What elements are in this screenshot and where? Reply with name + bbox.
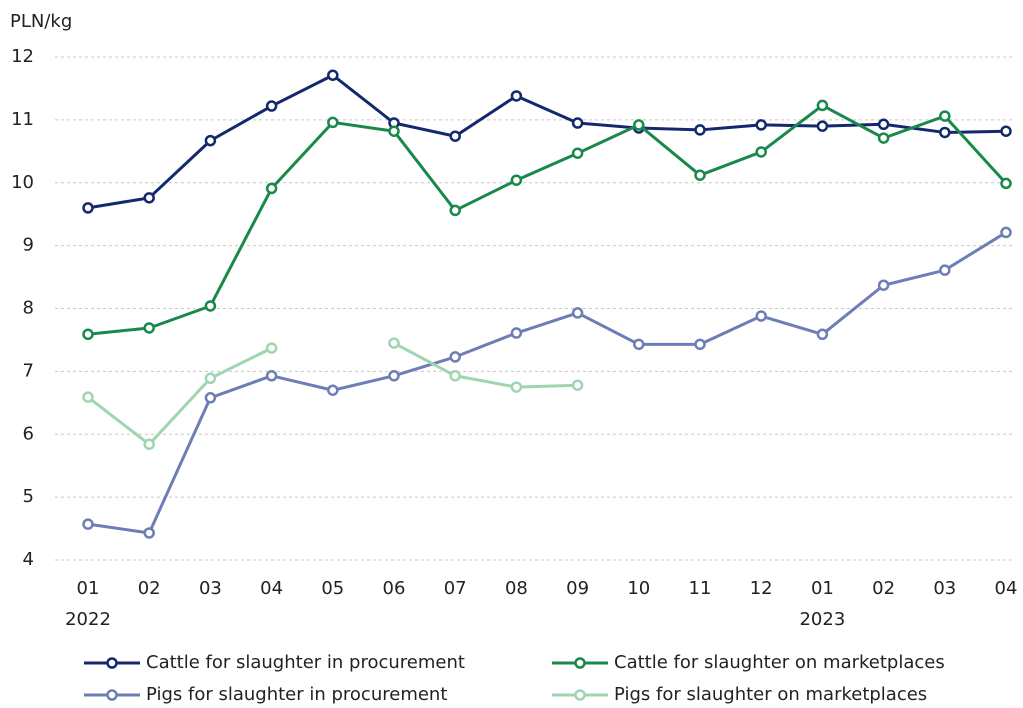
point	[755, 310, 767, 322]
point	[571, 117, 584, 129]
point	[388, 337, 400, 349]
point	[327, 384, 339, 396]
y-axis-label: PLN/kg	[10, 11, 72, 32]
y-tick-label: 12	[11, 46, 34, 67]
point	[143, 438, 155, 451]
series-line	[87, 231, 1007, 535]
point	[265, 370, 278, 382]
point	[143, 322, 155, 334]
point	[1000, 177, 1012, 190]
y-tick-label: 6	[23, 423, 34, 444]
x-group-label: 2022	[65, 609, 111, 630]
point	[633, 119, 645, 131]
x-tick-label: 08	[505, 578, 528, 599]
x-tick-label: 03	[199, 578, 222, 599]
x-tick-label: 03	[933, 578, 956, 599]
point	[82, 328, 94, 341]
x-tick-label: 11	[689, 578, 712, 599]
point	[143, 192, 155, 204]
y-tick-label: 8	[23, 298, 34, 319]
point	[816, 120, 829, 132]
point	[939, 264, 951, 276]
point	[877, 132, 890, 144]
x-tick-label: 01	[811, 578, 834, 599]
point	[82, 518, 94, 530]
x-tick-label: 07	[444, 578, 467, 599]
series-line	[87, 103, 1008, 336]
point	[694, 338, 706, 351]
point	[449, 130, 461, 142]
point	[877, 118, 890, 131]
point	[204, 392, 217, 404]
y-tick-label: 11	[11, 109, 34, 130]
point	[265, 182, 278, 195]
point	[510, 90, 523, 102]
legend-marker	[574, 657, 586, 669]
point	[449, 204, 461, 217]
point	[571, 307, 584, 319]
legend-label: Cattle for slaughter on marketplaces	[614, 652, 945, 673]
point	[204, 300, 217, 312]
x-tick-label: 12	[750, 578, 773, 599]
x-tick-label: 02	[138, 578, 161, 599]
point	[816, 99, 829, 112]
x-tick-label: 04	[260, 578, 283, 599]
series-line	[87, 73, 1007, 210]
point	[755, 119, 767, 131]
point	[939, 110, 951, 122]
x-tick-label: 01	[77, 578, 100, 599]
y-tick-label: 9	[23, 235, 34, 256]
point	[694, 169, 706, 181]
point	[510, 174, 523, 186]
point	[1000, 226, 1012, 239]
x-tick-label: 05	[321, 578, 344, 599]
point	[265, 100, 278, 112]
point	[82, 391, 94, 403]
point	[449, 370, 461, 382]
point	[571, 379, 584, 391]
x-group-label: 2023	[799, 609, 845, 630]
point	[510, 381, 523, 393]
point	[388, 370, 400, 382]
point	[571, 147, 584, 159]
point	[816, 328, 829, 341]
y-tick-label: 4	[23, 549, 34, 570]
legend-label: Pigs for slaughter in procurement	[146, 684, 447, 705]
y-tick-label: 7	[23, 360, 34, 381]
legend-label: Cattle for slaughter in procurement	[146, 652, 465, 673]
legend-marker	[574, 689, 586, 701]
point	[694, 124, 706, 136]
x-tick-label: 09	[566, 578, 589, 599]
point	[939, 126, 951, 139]
x-tick-label: 06	[383, 578, 406, 599]
legend-marker	[106, 657, 118, 669]
point	[143, 527, 155, 539]
point	[265, 342, 278, 354]
legend-marker	[106, 689, 118, 701]
point	[327, 116, 339, 129]
point	[327, 69, 339, 81]
point	[510, 327, 523, 339]
x-tick-label: 10	[627, 578, 650, 599]
point	[82, 202, 94, 214]
point	[204, 372, 217, 385]
point	[1000, 125, 1012, 137]
legend-label: Pigs for slaughter on marketplaces	[614, 684, 927, 705]
point	[204, 134, 217, 147]
point	[633, 338, 645, 351]
y-tick-label: 10	[11, 172, 34, 193]
point	[388, 125, 400, 137]
x-tick-label: 02	[872, 578, 895, 599]
y-tick-label: 5	[23, 486, 34, 507]
series-line	[87, 341, 578, 446]
point	[449, 351, 461, 363]
x-tick-label: 04	[995, 578, 1018, 599]
point	[755, 146, 767, 158]
point	[877, 279, 890, 291]
